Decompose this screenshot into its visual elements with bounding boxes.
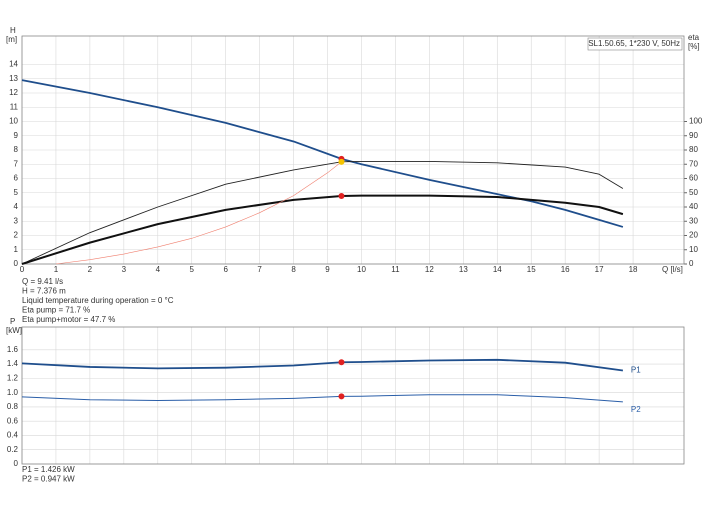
y-tick-label: 0.6 <box>7 416 19 425</box>
x-tick-label: 4 <box>156 265 161 274</box>
x-tick-label: 10 <box>357 265 366 274</box>
y-tick-label: 8 <box>14 145 19 154</box>
y2-axis-label: eta <box>688 33 700 42</box>
x-tick-label: 1 <box>54 265 59 274</box>
y-tick-label: 1.4 <box>7 359 19 368</box>
y2-tick-label: 70 <box>689 159 698 168</box>
y-axis-unit: [m] <box>6 35 17 44</box>
x-tick-label: 15 <box>527 265 536 274</box>
x-tick-label: 13 <box>459 265 468 274</box>
annotation: SL1.50.65, 1*230 V, 50Hz <box>588 39 680 48</box>
curve <box>21 194 624 265</box>
x-axis-label: Q [l/s] <box>662 265 683 274</box>
y2-tick-label: 10 <box>689 245 698 254</box>
y2-tick-label: 40 <box>689 202 698 211</box>
y-tick-label: 14 <box>9 60 18 69</box>
y-tick-label: 1.6 <box>7 345 19 354</box>
y-tick-label: 0 <box>14 259 19 268</box>
y2-tick-label: 20 <box>689 231 698 240</box>
series-label: P1 <box>631 366 641 375</box>
y2-tick-label: 80 <box>689 145 698 154</box>
operating-point <box>338 158 345 165</box>
curve <box>21 394 623 403</box>
note: Eta pump = 71.7 % <box>22 306 90 315</box>
y2-axis-unit: [%] <box>688 42 700 51</box>
y-tick-label: 2 <box>14 231 19 240</box>
y2-tick-label: 100 <box>689 117 703 126</box>
x-tick-label: 5 <box>190 265 195 274</box>
x-tick-label: 12 <box>425 265 434 274</box>
y2-tick-label: 0 <box>689 259 694 268</box>
x-tick-label: 2 <box>88 265 93 274</box>
curve <box>21 358 624 372</box>
x-tick-label: 3 <box>122 265 127 274</box>
x-tick-label: 7 <box>257 265 262 274</box>
y-tick-label: 1.0 <box>7 388 19 397</box>
note: Q = 9.41 l/s <box>22 277 63 286</box>
x-tick-label: 17 <box>595 265 604 274</box>
y-tick-label: 4 <box>14 202 19 211</box>
annotation-frame <box>587 37 683 51</box>
y2-tick-label: 50 <box>689 188 698 197</box>
x-tick-label: 16 <box>561 265 570 274</box>
y2-tick-label: 90 <box>689 131 698 140</box>
x-tick-label: 11 <box>391 265 400 274</box>
y-tick-label: 3 <box>14 216 19 225</box>
y-axis-label: P <box>10 317 15 326</box>
y-tick-label: 10 <box>9 117 18 126</box>
plot-frame <box>21 326 685 465</box>
y-tick-label: 9 <box>14 131 19 140</box>
x-tick-label: 14 <box>493 265 502 274</box>
y-tick-label: 1.2 <box>7 373 19 382</box>
y-tick-label: 11 <box>10 102 19 111</box>
y-axis-label: H <box>10 26 16 35</box>
y-tick-label: 6 <box>14 174 19 183</box>
y2-tick-label: 30 <box>689 216 698 225</box>
operating-point <box>338 359 345 366</box>
x-tick-label: 18 <box>629 265 638 274</box>
x-tick-label: 6 <box>223 265 228 274</box>
plot-frame <box>21 35 685 265</box>
curve <box>21 160 624 265</box>
y2-tick-label: 60 <box>689 174 698 183</box>
note: Eta pump+motor = 47.7 % <box>22 315 115 324</box>
y-tick-label: 0.2 <box>7 445 19 454</box>
y-axis-unit: [kW] <box>6 326 22 335</box>
note: Liquid temperature during operation = 0 … <box>22 296 174 305</box>
note: P1 = 1.426 kW <box>22 465 75 474</box>
y-tick-label: 7 <box>14 159 19 168</box>
x-tick-label: 0 <box>20 265 25 274</box>
y-tick-label: 0 <box>14 459 19 468</box>
x-tick-label: 9 <box>325 265 330 274</box>
y-tick-label: 1 <box>14 245 19 254</box>
note: P2 = 0.947 kW <box>22 475 75 484</box>
curve <box>21 79 624 228</box>
curve <box>55 161 342 265</box>
note: H = 7.376 m <box>22 287 66 296</box>
y-tick-label: 12 <box>9 88 18 97</box>
y-tick-label: 0.4 <box>7 431 19 440</box>
y-tick-label: 5 <box>14 188 19 197</box>
operating-point <box>338 393 345 400</box>
operating-point <box>338 193 345 200</box>
y-tick-label: 0.8 <box>7 402 19 411</box>
x-tick-label: 8 <box>291 265 296 274</box>
series-label: P2 <box>631 405 641 414</box>
y-tick-label: 13 <box>9 74 18 83</box>
